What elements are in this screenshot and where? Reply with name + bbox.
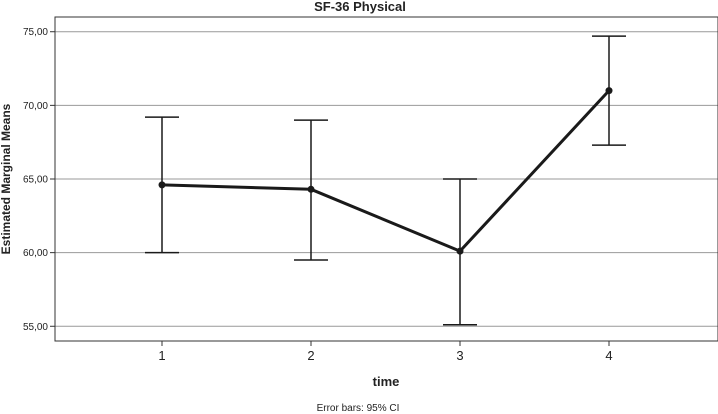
- x-tick-label: 3: [456, 348, 463, 363]
- plot-frame: [54, 16, 718, 342]
- x-tick-label: 4: [605, 348, 612, 363]
- y-tick-label: 70,00: [23, 101, 48, 112]
- chart-title: SF-36 Physical: [314, 0, 406, 14]
- y-tick-label: 55,00: [23, 322, 48, 333]
- y-tick-labels: 55,00 60,00 65,00 70,00 75,00: [23, 27, 55, 333]
- data-point: [605, 87, 613, 95]
- grid-lines: [55, 31, 718, 327]
- data-point: [456, 247, 464, 255]
- data-points: [158, 87, 613, 255]
- y-tick-label: 75,00: [23, 27, 48, 38]
- y-tick-label: 60,00: [23, 248, 48, 259]
- error-bars: [145, 35, 626, 326]
- x-axis-label: time: [373, 374, 400, 389]
- y-axis-label: Estimated Marginal Means: [0, 103, 13, 254]
- data-point: [307, 185, 315, 193]
- x-tick-label: 1: [158, 348, 165, 363]
- x-tick-labels: 1 2 3 4: [158, 341, 613, 363]
- y-tick-label: 65,00: [23, 175, 48, 186]
- x-tick-label: 2: [307, 348, 314, 363]
- data-point: [158, 181, 166, 189]
- error-bar-note: Error bars: 95% CI: [317, 403, 400, 414]
- series-line: [161, 89, 611, 253]
